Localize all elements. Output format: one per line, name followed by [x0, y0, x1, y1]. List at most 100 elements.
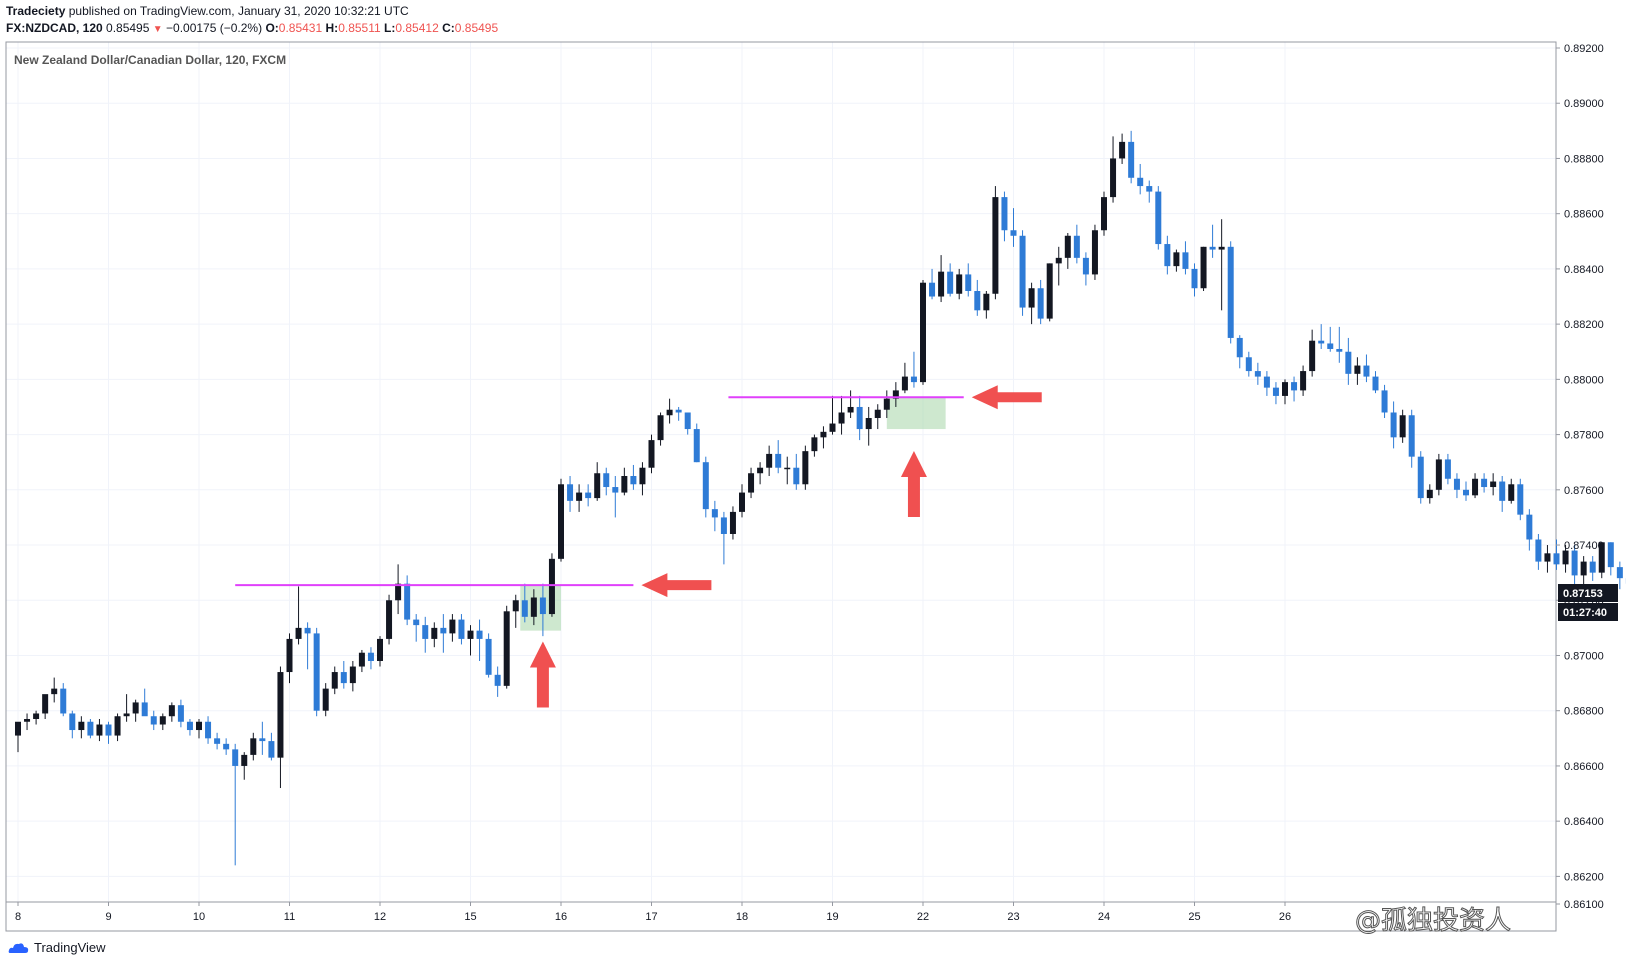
candle[interactable] — [1589, 556, 1596, 581]
candle[interactable] — [711, 500, 718, 532]
candle[interactable] — [313, 627, 320, 717]
candle[interactable] — [1598, 542, 1605, 579]
candle[interactable] — [938, 255, 945, 303]
candle[interactable] — [748, 467, 755, 499]
candle[interactable] — [901, 362, 908, 394]
candle[interactable] — [1345, 337, 1352, 385]
candle[interactable] — [1381, 384, 1388, 419]
candle[interactable] — [431, 622, 438, 648]
candle[interactable] — [1137, 163, 1144, 195]
candle[interactable] — [1354, 357, 1361, 385]
candle[interactable] — [539, 583, 546, 637]
candle[interactable] — [965, 263, 972, 297]
candle[interactable] — [1091, 224, 1098, 280]
candle[interactable] — [1010, 208, 1017, 247]
candle[interactable] — [1209, 224, 1216, 258]
candle[interactable] — [15, 721, 21, 753]
candle[interactable] — [467, 625, 474, 656]
candle[interactable] — [1327, 326, 1334, 352]
candle[interactable] — [304, 622, 311, 670]
candle[interactable] — [766, 445, 773, 476]
candle[interactable] — [910, 351, 917, 388]
candle[interactable] — [1101, 191, 1107, 236]
candle[interactable] — [1571, 545, 1578, 587]
candle[interactable] — [666, 398, 673, 424]
candle[interactable] — [33, 710, 40, 725]
candle[interactable] — [404, 575, 411, 626]
publisher-name[interactable]: Tradeciety — [6, 4, 66, 18]
time-axis[interactable]: 8 9 10 11 12 15 16 17 18 19 22 23 24 25 26 — [15, 902, 1291, 923]
candle[interactable] — [1037, 279, 1044, 325]
candle[interactable] — [856, 395, 863, 441]
candle[interactable] — [729, 506, 736, 540]
candle[interactable] — [69, 710, 76, 739]
candle[interactable] — [386, 594, 393, 645]
candle[interactable] — [612, 476, 619, 518]
candle[interactable] — [1300, 365, 1307, 396]
candle[interactable] — [1245, 351, 1252, 377]
candle[interactable] — [775, 440, 782, 474]
candle[interactable] — [1526, 509, 1533, 551]
candle[interactable] — [585, 484, 592, 507]
candle[interactable] — [1616, 561, 1623, 590]
candle[interactable] — [1254, 362, 1261, 385]
tradingview-logo[interactable]: TradingView — [8, 940, 106, 955]
candle[interactable] — [983, 290, 990, 319]
candle[interactable] — [1064, 233, 1071, 269]
candle[interactable] — [1082, 252, 1089, 286]
candle[interactable] — [51, 677, 58, 703]
candle[interactable] — [123, 694, 130, 722]
candle[interactable] — [87, 718, 94, 739]
candle[interactable] — [657, 412, 664, 446]
candle[interactable] — [1200, 246, 1207, 291]
candle[interactable] — [1046, 263, 1053, 322]
candle[interactable] — [892, 382, 899, 407]
candle[interactable] — [702, 456, 709, 518]
candle[interactable] — [820, 426, 827, 449]
candle[interactable] — [929, 268, 936, 300]
candle[interactable] — [1607, 542, 1614, 576]
candle[interactable] — [60, 683, 67, 717]
candle[interactable] — [1001, 191, 1008, 242]
candle[interactable] — [1282, 379, 1288, 405]
candle[interactable] — [259, 721, 266, 755]
candle[interactable] — [494, 666, 501, 697]
candle[interactable] — [1227, 241, 1234, 344]
candle[interactable] — [1408, 409, 1415, 468]
candle[interactable] — [277, 666, 284, 789]
candle[interactable] — [757, 462, 764, 485]
candle[interactable] — [1417, 451, 1424, 504]
candle[interactable] — [1164, 235, 1171, 275]
candle[interactable] — [1110, 136, 1117, 203]
candle[interactable] — [630, 464, 637, 490]
candle[interactable] — [295, 586, 302, 645]
candle[interactable] — [675, 406, 682, 421]
candle[interactable] — [1435, 453, 1442, 496]
candle[interactable] — [1426, 484, 1433, 504]
candle[interactable] — [1508, 478, 1515, 504]
candle[interactable] — [485, 633, 492, 678]
candle[interactable] — [1535, 533, 1542, 570]
candle[interactable] — [1309, 329, 1316, 377]
candle[interactable] — [512, 594, 519, 628]
candle[interactable] — [1028, 282, 1035, 325]
candle[interactable] — [1073, 224, 1080, 264]
candle[interactable] — [132, 699, 139, 722]
candle[interactable] — [947, 263, 954, 297]
candle[interactable] — [838, 395, 845, 435]
candle[interactable] — [829, 395, 836, 435]
candle[interactable] — [576, 484, 583, 512]
candle[interactable] — [1562, 545, 1569, 573]
candle[interactable] — [1236, 335, 1243, 369]
candle[interactable] — [1517, 478, 1524, 521]
candle[interactable] — [395, 564, 402, 615]
candle[interactable] — [150, 710, 157, 731]
candle[interactable] — [1173, 249, 1180, 272]
candle[interactable] — [1580, 556, 1587, 587]
candle[interactable] — [476, 619, 483, 662]
candle[interactable] — [1336, 326, 1343, 363]
candle[interactable] — [1263, 371, 1270, 396]
candle[interactable] — [377, 636, 383, 667]
candle[interactable] — [196, 718, 202, 739]
candle[interactable] — [521, 583, 528, 623]
